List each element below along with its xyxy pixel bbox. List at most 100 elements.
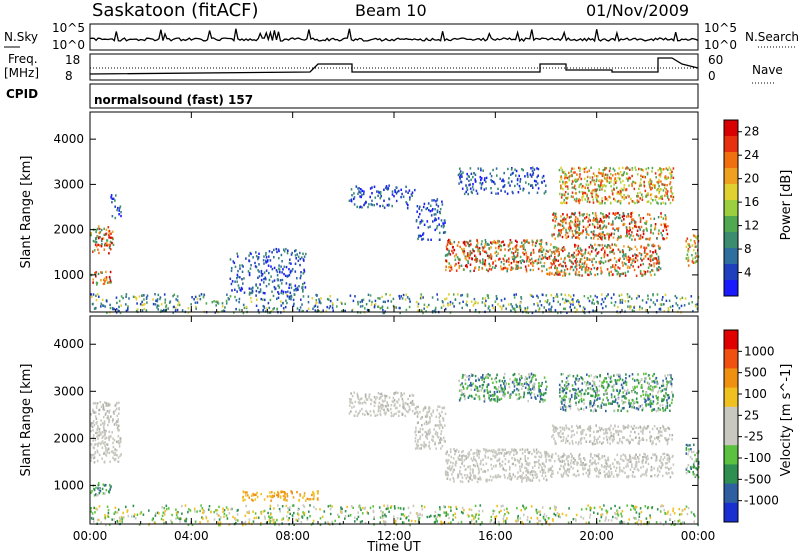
- power-echo-cell: [270, 310, 273, 313]
- power-echo-cell: [484, 297, 487, 300]
- power-echo-cell: [126, 308, 129, 312]
- power-echo-cell: [579, 167, 581, 170]
- velocity-echo-cell: [448, 459, 450, 462]
- power-echo-cell: [632, 200, 635, 203]
- power-echo-cell: [177, 303, 179, 307]
- velocity-echo-cell: [118, 408, 120, 411]
- power-echo-cell: [599, 217, 602, 221]
- power-echo-cell: [563, 258, 566, 261]
- power-echo-cell: [331, 306, 334, 309]
- power-echo-cell: [589, 243, 592, 247]
- velocity-echo-cell: [490, 449, 492, 453]
- velocity-echo-cell: [340, 507, 343, 510]
- velocity-echo-cell: [539, 513, 542, 516]
- power-echo-cell: [240, 289, 242, 292]
- velocity-echo-cell: [503, 508, 506, 511]
- velocity-echo-cell: [539, 470, 542, 473]
- power-echo-cell: [605, 215, 608, 218]
- velocity-echo-cell: [293, 511, 295, 515]
- velocity-echo-cell: [463, 464, 465, 468]
- power-echo-cell: [554, 214, 556, 218]
- power-echo-cell: [575, 236, 577, 239]
- power-echo-cell: [303, 281, 306, 285]
- power-echo-cell: [472, 183, 474, 186]
- velocity-echo-cell: [496, 390, 498, 394]
- velocity-echo-cell: [437, 436, 440, 439]
- velocity-echo-cell: [519, 469, 522, 473]
- velocity-echo-cell: [411, 403, 413, 406]
- velocity-echo-cell: [285, 504, 288, 508]
- power-echo-cell: [554, 220, 557, 223]
- power-echo-cell: [237, 255, 239, 258]
- power-echo-cell: [101, 271, 103, 274]
- power-echo-cell: [556, 295, 559, 298]
- power-echo-cell: [563, 307, 565, 310]
- velocity-echo-cell: [527, 388, 530, 391]
- velocity-echo-cell: [506, 451, 509, 454]
- velocity-echo-cell: [503, 382, 505, 386]
- power-echo-cell: [456, 244, 459, 247]
- power-echo-cell: [519, 301, 522, 304]
- power-echo-cell: [665, 225, 667, 229]
- power-echo-cell: [515, 255, 517, 259]
- velocity-echo-cell: [438, 416, 440, 419]
- power-echo-cell: [294, 254, 297, 257]
- power-echo-cell: [505, 267, 508, 270]
- velocity-echo-cell: [242, 499, 244, 502]
- power-echo-cell: [564, 172, 567, 176]
- power-echo-cell: [447, 241, 449, 244]
- power-echo-cell: [260, 278, 263, 282]
- power-echo-cell: [286, 293, 288, 297]
- power-echo-cell: [656, 237, 658, 240]
- power-echo-cell: [635, 274, 638, 277]
- power-echo-cell: [525, 181, 527, 184]
- power-echo-cell: [368, 203, 370, 206]
- power-echo-cell: [601, 306, 604, 310]
- velocity-echo-cell: [530, 505, 533, 508]
- power-echo-cell: [655, 262, 658, 265]
- velocity-echo-cell: [451, 465, 454, 468]
- velocity-echo-cell: [497, 448, 500, 451]
- power-echo-cell: [194, 295, 197, 299]
- power-echo-cell: [262, 309, 264, 312]
- power-echo-cell: [611, 250, 614, 254]
- velocity-echo-cell: [498, 511, 501, 514]
- velocity-echo-cell: [421, 504, 423, 508]
- power-echo-cell: [329, 299, 332, 303]
- power-echo-cell: [109, 248, 112, 251]
- power-echo-cell: [114, 199, 116, 202]
- power-echo-cell: [657, 244, 660, 248]
- velocity-echo-cell: [116, 454, 118, 457]
- velocity-echo-cell: [506, 507, 508, 510]
- velocity-echo-cell: [117, 460, 119, 463]
- power-echo-cell: [358, 190, 360, 193]
- power-colorbar-tick-label: 28: [744, 125, 759, 139]
- power-echo-cell: [286, 251, 289, 255]
- power-echo-cell: [109, 303, 111, 307]
- power-echo-cell: [585, 236, 587, 239]
- power-echo-cell: [606, 173, 609, 177]
- power-echo-cell: [627, 270, 629, 273]
- velocity-echo-cell: [495, 515, 498, 518]
- power-echo-cell: [286, 301, 288, 305]
- velocity-echo-cell: [541, 474, 544, 477]
- power-echo-cell: [524, 265, 527, 268]
- velocity-echo-cell: [351, 401, 354, 405]
- power-echo-cell: [619, 301, 622, 304]
- power-echo-cell: [583, 265, 585, 268]
- power-echo-cell: [580, 186, 583, 189]
- power-echo-cell: [322, 309, 324, 312]
- power-echo-cell: [181, 309, 184, 312]
- power-echo-cell: [506, 192, 509, 195]
- velocity-echo-cell: [582, 517, 585, 520]
- power-echo-cell: [490, 241, 492, 244]
- power-echo-cell: [143, 298, 145, 301]
- power-echo-cell: [285, 265, 288, 269]
- power-echo-cell: [645, 222, 647, 225]
- velocity-echo-cell: [265, 521, 268, 524]
- power-echo-cell: [618, 294, 621, 297]
- velocity-echo-cell: [415, 426, 417, 429]
- velocity-echo-cell: [494, 475, 496, 478]
- power-echo-cell: [572, 195, 574, 199]
- power-echo-cell: [653, 217, 656, 220]
